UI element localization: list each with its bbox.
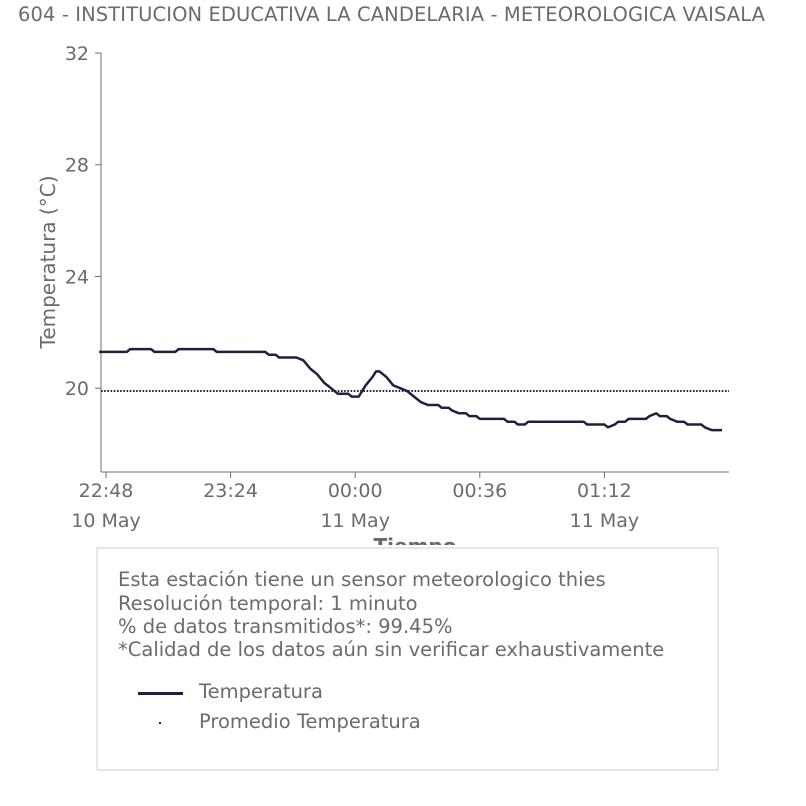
x-tick-date-label: 11 May	[320, 510, 390, 532]
temperature-line	[99, 347, 723, 432]
legend-label: Promedio Temperatura	[199, 710, 421, 733]
station-sensor-note: Esta estación tiene un sensor meteorolog…	[118, 568, 606, 591]
y-axis-label: Temperatura (°C)	[36, 175, 60, 349]
data-quality-note: *Calidad de los datos aún sin verificar …	[118, 638, 665, 661]
transmitted-data-note: % de datos transmitidos*: 99.45%	[118, 615, 453, 638]
temperature-series	[99, 347, 723, 432]
y-tick-label: 20	[65, 378, 89, 400]
x-tick-label: 22:48	[79, 480, 134, 502]
x-axis-label: Tiempo	[374, 534, 457, 545]
temporal-resolution-note: Resolución temporal: 1 minuto	[118, 592, 418, 615]
y-tick-label: 24	[65, 266, 89, 288]
x-tick-label: 00:00	[328, 480, 383, 502]
legend-line-swatch	[138, 692, 183, 695]
x-tick-label: 23:24	[203, 480, 258, 502]
x-tick-date-label: 10 May	[71, 510, 141, 532]
axes	[95, 52, 729, 478]
y-tick-label: 28	[65, 155, 89, 177]
legend-dot-swatch	[159, 722, 161, 724]
x-tick-label: 00:36	[452, 480, 507, 502]
info-box: Esta estación tiene un sensor meteorolog…	[96, 547, 719, 771]
legend-label: Temperatura	[199, 680, 323, 703]
chart-title: 604 - INSTITUCION EDUCATIVA LA CANDELARI…	[18, 3, 766, 26]
tick-labels: 20 24 28 32 22:48 10 May 23:24 00:00 11 May 00:36…	[65, 43, 639, 532]
x-tick-date-label: 11 May	[570, 510, 640, 532]
y-tick-label: 32	[65, 43, 89, 65]
temperature-chart: 20 24 28 32 22:48 10 May 23:24 00:00 11 May 00:36…	[36, 43, 729, 545]
x-tick-label: 01:12	[577, 480, 632, 502]
